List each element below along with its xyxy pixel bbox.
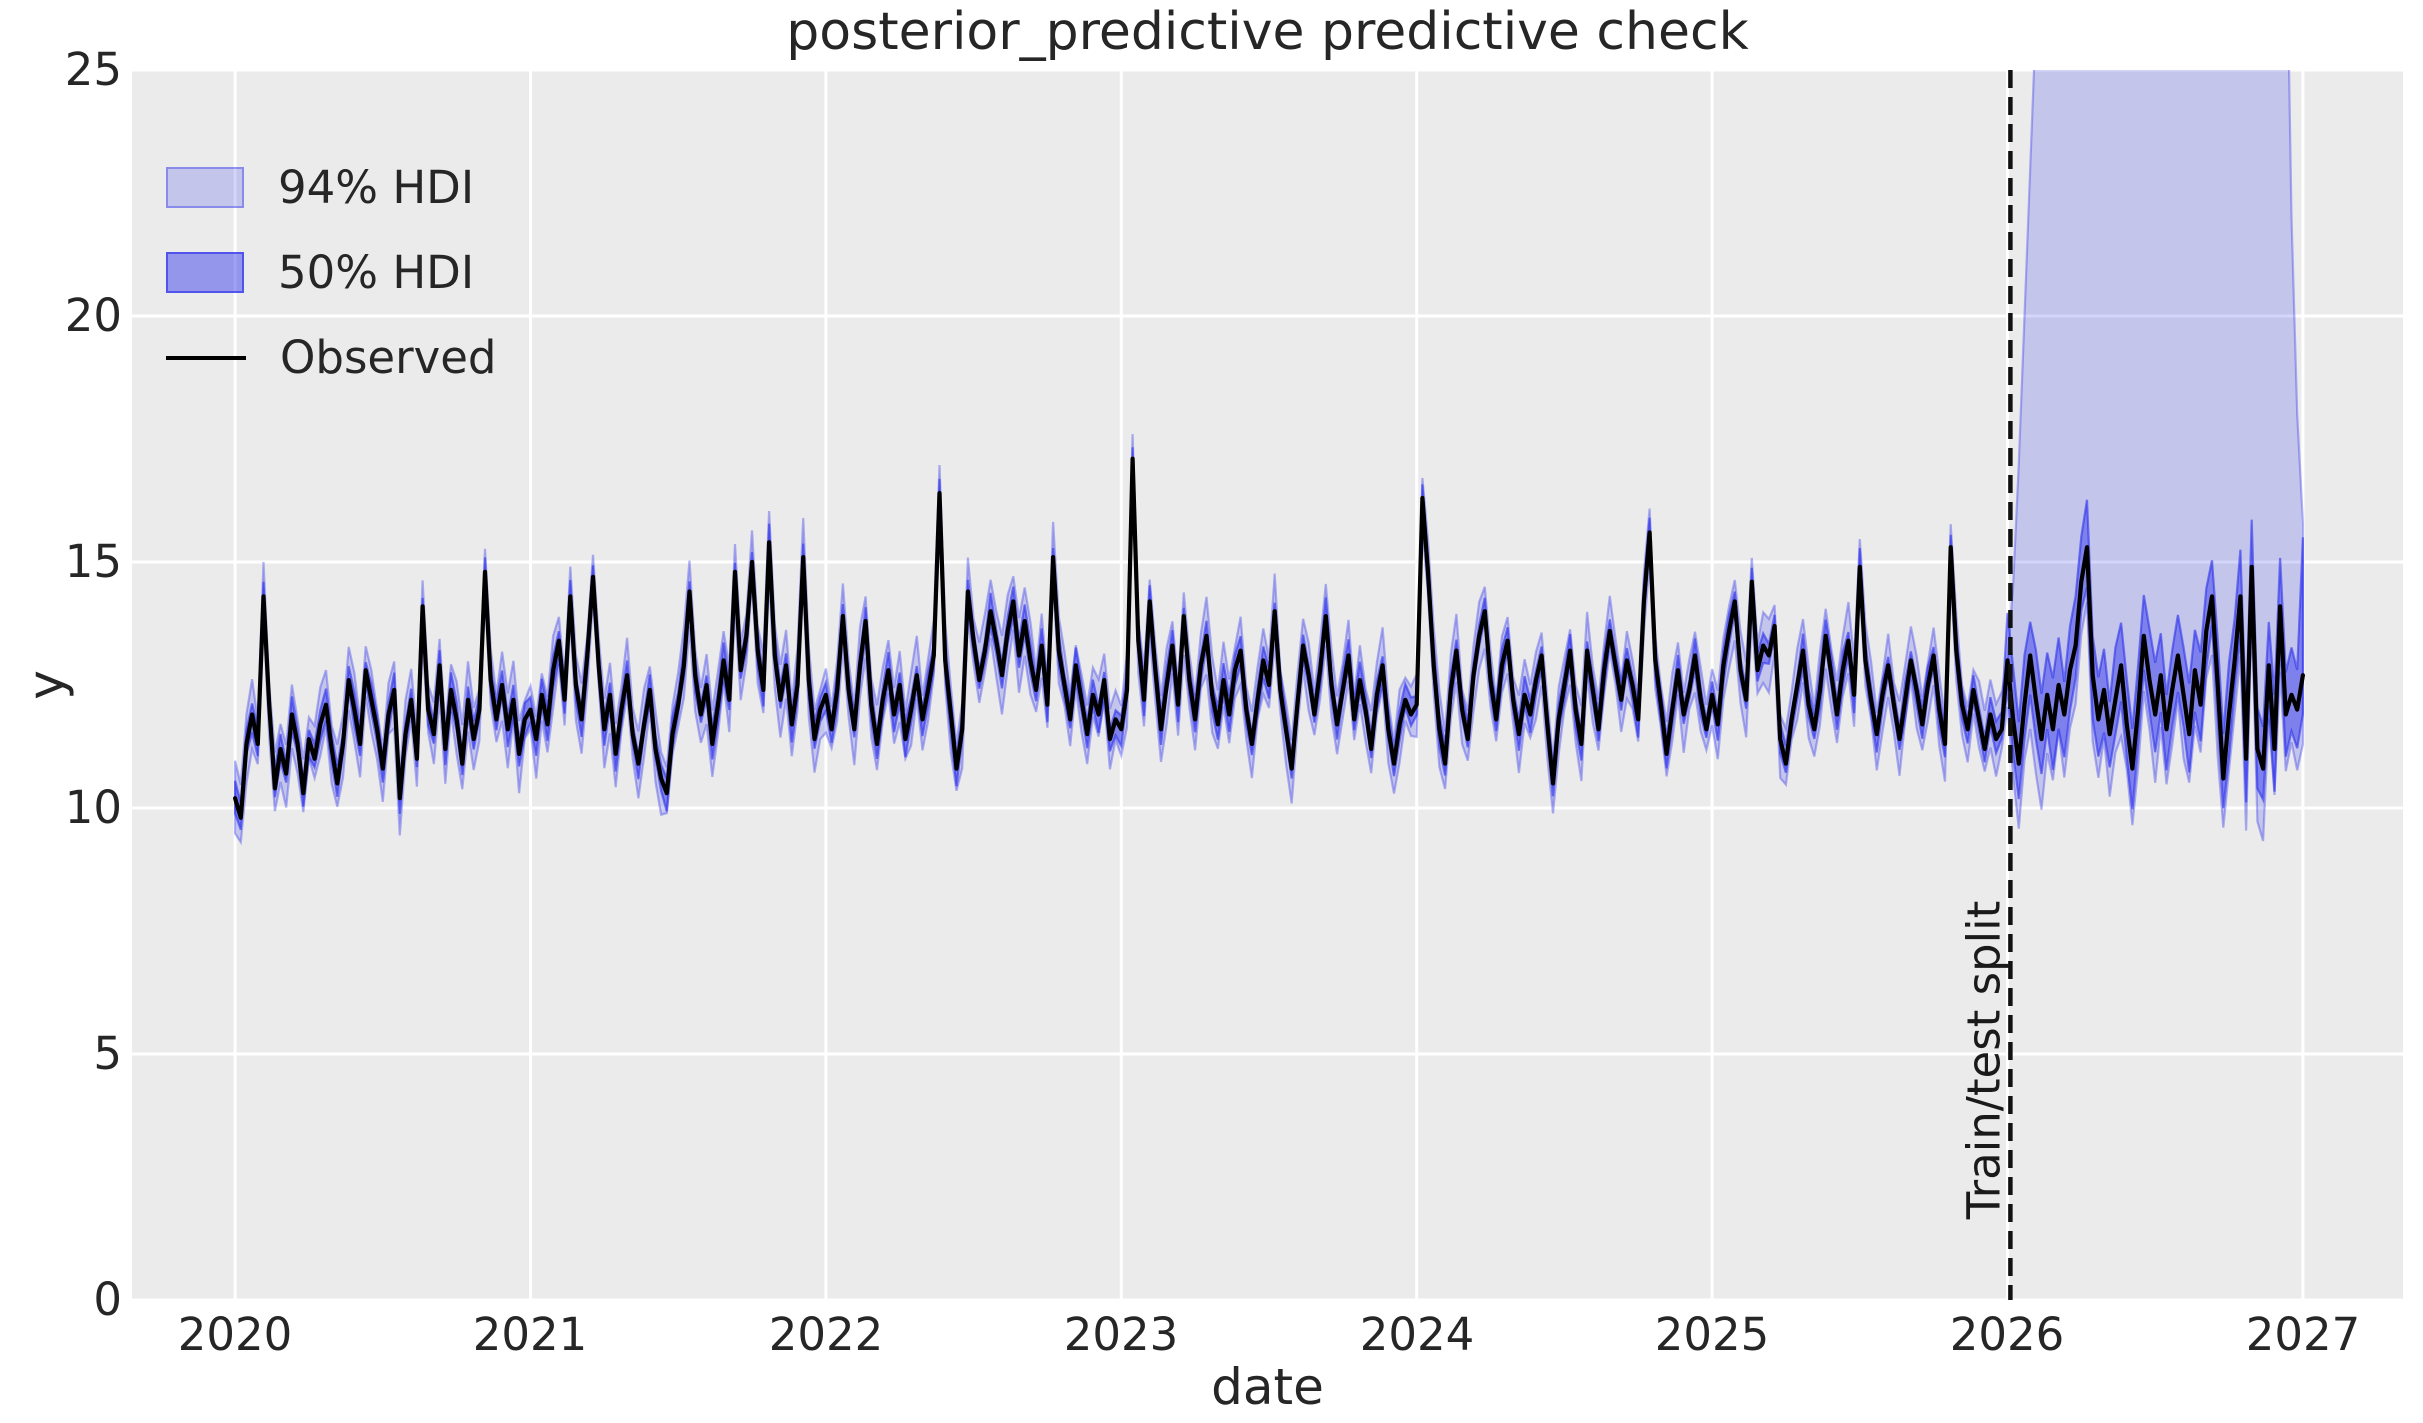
y-tick-label: 5 [93, 1027, 122, 1080]
y-tick-label: 20 [64, 289, 122, 342]
x-tick-label: 2025 [1654, 1308, 1770, 1361]
legend-label: 50% HDI [278, 246, 475, 299]
x-tick-label: 2026 [1949, 1308, 2065, 1361]
legend-item-50-hdi: 50% HDI [166, 246, 497, 299]
hdi-94-swatch-icon [166, 167, 244, 208]
y-tick-label: 25 [64, 43, 122, 96]
observed-line-swatch-icon [166, 355, 246, 360]
legend: 94% HDI 50% HDI Observed [166, 161, 497, 421]
hdi-50-swatch-icon [166, 252, 244, 293]
x-tick-label: 2027 [2245, 1308, 2361, 1361]
x-axis-label: date [1211, 1358, 1324, 1416]
train-test-split-label: Train/test split [1957, 900, 2011, 1220]
x-tick-label: 2024 [1359, 1308, 1475, 1361]
legend-label: Observed [280, 331, 497, 384]
x-tick-label: 2020 [177, 1308, 293, 1361]
legend-item-observed: Observed [166, 331, 497, 384]
x-tick-label: 2021 [472, 1308, 588, 1361]
y-tick-label: 15 [64, 535, 122, 588]
y-tick-label: 10 [64, 781, 122, 834]
x-tick-label: 2023 [1063, 1308, 1179, 1361]
chart-title: posterior_predictive predictive check [786, 2, 1749, 62]
legend-item-94-hdi: 94% HDI [166, 161, 497, 214]
y-tick-label: 0 [93, 1273, 122, 1326]
y-axis-label: y [17, 670, 75, 700]
legend-label: 94% HDI [278, 161, 475, 214]
observed-line [233, 456, 2305, 820]
x-tick-label: 2022 [768, 1308, 884, 1361]
